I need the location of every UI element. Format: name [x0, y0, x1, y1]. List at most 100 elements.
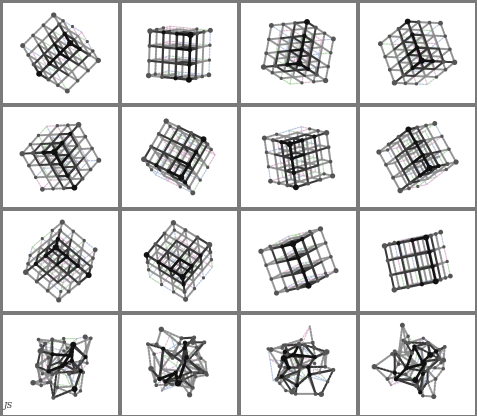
lattice-rod: [161, 46, 165, 64]
lattice-rod: [318, 372, 329, 383]
lattice-node: [414, 383, 419, 389]
lattice-rod: [74, 165, 84, 180]
lattice-rod: [208, 44, 211, 61]
lattice-rod: [395, 272, 401, 289]
lattice-node: [43, 253, 49, 258]
lattice-node: [299, 47, 305, 52]
lattice-rod: [426, 381, 435, 398]
lattice-node: [389, 273, 394, 278]
lattice-rod: [40, 263, 53, 275]
lattice-rod: [164, 229, 176, 242]
lattice-node: [401, 338, 405, 342]
lattice-node: [149, 168, 154, 172]
lattice-rod: [393, 350, 408, 370]
lattice-rod: [178, 246, 190, 261]
lattice-rod: [279, 37, 291, 45]
lattice-rod: [423, 137, 435, 142]
lattice-node: [286, 365, 291, 370]
lattice-rod: [84, 135, 94, 150]
lattice-node: [384, 162, 388, 167]
lattice-panel-14: [122, 315, 237, 415]
lattice-rod: [160, 328, 183, 340]
lattice-rod: [439, 150, 449, 165]
lattice-node: [71, 229, 76, 234]
lattice-node: [282, 349, 288, 355]
lattice-rod: [45, 125, 58, 127]
lattice-rod: [47, 255, 60, 266]
lattice-node: [39, 343, 43, 348]
lattice-rod: [429, 157, 439, 173]
lattice-rod: [79, 371, 85, 392]
lattice-nodes: [371, 322, 447, 400]
lattice-rod: [195, 32, 199, 50]
lattice-rod: [433, 34, 440, 50]
lattice-node: [310, 340, 315, 345]
lattice-node: [147, 28, 153, 34]
lattice-drawing: [381, 229, 453, 293]
lattice-node: [186, 392, 193, 398]
lattice-node: [266, 347, 270, 351]
lattice-rod: [194, 62, 198, 80]
lattice-node: [46, 355, 51, 360]
lattice-node: [189, 131, 194, 136]
lattice-rod: [280, 76, 295, 80]
lattice-node: [201, 30, 206, 34]
lattice-rod: [56, 74, 70, 87]
lattice-rod: [182, 131, 193, 148]
lattice-nodes: [19, 121, 102, 192]
lattice-rod: [440, 135, 450, 151]
lattice-node: [416, 20, 421, 25]
lattice-node: [187, 62, 192, 68]
lattice-rod: [300, 139, 306, 156]
lattice-node: [391, 175, 396, 180]
lattice-rod: [154, 243, 169, 253]
lattice-node: [433, 377, 438, 381]
lattice-rod: [182, 378, 194, 389]
lattice-rod: [426, 47, 441, 50]
lattice-rod: [317, 129, 321, 147]
lattice-rod: [164, 239, 179, 250]
lattice-node: [192, 371, 197, 376]
lattice-node: [31, 33, 35, 38]
lattice-node: [264, 150, 269, 155]
lattice-node: [61, 186, 66, 191]
lattice-node: [192, 286, 197, 291]
lattice-node: [190, 339, 196, 345]
lattice-node: [181, 377, 186, 382]
lattice-node: [315, 278, 320, 283]
lattice-node: [185, 76, 192, 83]
lattice-rod: [306, 251, 314, 268]
lattice-node: [208, 250, 213, 255]
lattice-rod: [53, 32, 66, 46]
lattice-node: [314, 72, 319, 77]
lattice-node: [35, 364, 40, 369]
lattice-rod: [440, 231, 445, 248]
lattice-node: [329, 173, 336, 179]
lattice-rod: [167, 157, 178, 173]
lattice-rod: [283, 70, 295, 79]
lattice-rod: [149, 265, 160, 278]
lattice-node: [158, 326, 165, 333]
lattice-rod: [284, 131, 299, 138]
lattice-rod: [304, 167, 310, 185]
lattice-node: [296, 342, 302, 347]
lattice-rod: [404, 341, 413, 355]
lattice-rod: [39, 373, 54, 382]
lattice-rod: [265, 264, 273, 281]
lattice-node: [41, 23, 46, 28]
lattice-rod: [388, 243, 394, 260]
lattice-rod: [78, 370, 82, 386]
lattice-node: [404, 18, 411, 25]
lattice-node: [194, 375, 198, 379]
lattice-rod: [288, 160, 303, 166]
lattice-node: [448, 273, 453, 279]
lattice-node: [89, 336, 93, 341]
lattice-node: [178, 174, 185, 181]
lattice-rod: [187, 174, 198, 189]
lattice-rod: [200, 251, 212, 264]
lattice-rods: [21, 123, 100, 191]
lattice-rod: [321, 158, 325, 175]
lattice-node: [269, 246, 274, 251]
lattice-rod: [421, 357, 441, 364]
lattice-node: [306, 364, 311, 370]
